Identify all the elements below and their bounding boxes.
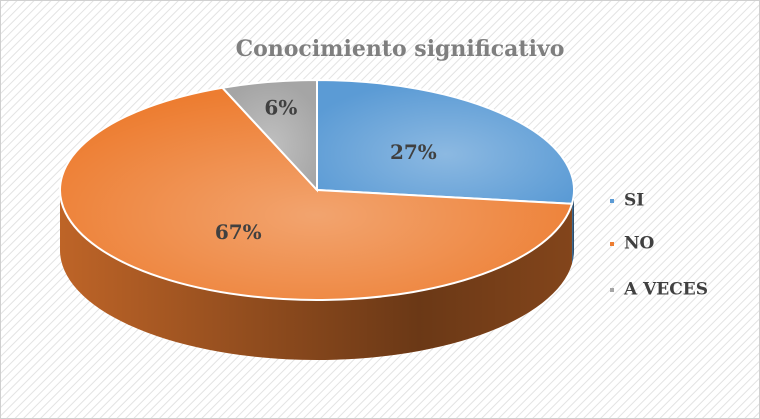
data-label: 67% [215, 220, 262, 244]
data-label: 27% [390, 140, 437, 164]
chart-title: Conocimiento significativo [236, 36, 565, 62]
legend-label: SI [624, 191, 644, 211]
legend-marker [610, 288, 614, 292]
slice-side-shade [60, 190, 572, 360]
legend-label: NO [624, 234, 655, 254]
slice-side-shade [571, 190, 574, 264]
legend-label: A VECES [623, 280, 708, 300]
data-label: 6% [264, 95, 297, 119]
slice-shine [317, 80, 574, 204]
legend-marker [610, 242, 614, 246]
slice-shine [59, 87, 572, 301]
slice-shine [222, 80, 317, 190]
legend-marker [610, 199, 614, 203]
